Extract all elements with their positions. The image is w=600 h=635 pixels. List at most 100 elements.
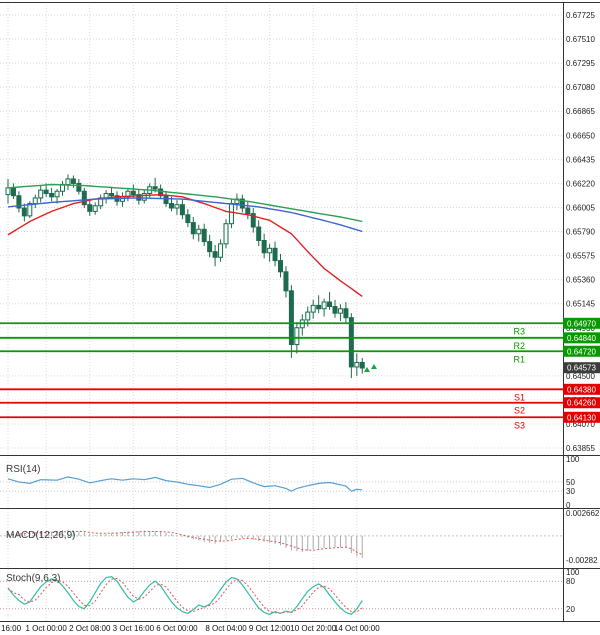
macd-signal-line: [7, 531, 363, 556]
price-axis-label: 0.67080: [566, 83, 595, 92]
bear-candle: [256, 226, 262, 241]
macd-panel: [0, 529, 563, 559]
bear-candle: [348, 317, 354, 368]
pivot-tag-r3-text: 0.64970: [567, 319, 596, 328]
stoch-k-line: [7, 575, 363, 615]
bear-candle: [250, 213, 256, 228]
price-axis-label: 0.63855: [566, 444, 595, 453]
bull-candle: [321, 301, 327, 310]
price-axis: 0.67725 0.67510 0.67295 0.67080 0.66865 0.666…: [566, 11, 600, 614]
bear-candle: [179, 204, 185, 216]
rsi-axis-label: 50: [566, 478, 575, 487]
pivot-label-s1: S1: [514, 392, 525, 402]
stoch-axis-label: 80: [566, 577, 575, 586]
pivot-tag-s1: [563, 383, 600, 395]
price-axis-label: 0.66435: [566, 155, 595, 164]
macd-axis-label: 0.002662: [566, 509, 600, 518]
bull-candle: [218, 243, 224, 258]
current-price-tag-text: 0.64573: [567, 364, 596, 373]
rsi-line: [7, 476, 363, 492]
pivot-tag-s2: [563, 397, 600, 409]
bear-candle: [87, 204, 93, 212]
stoch-axis-label: 20: [566, 605, 575, 614]
bull-candle: [234, 198, 240, 205]
bear-candle: [49, 192, 55, 198]
bull-candle: [5, 187, 11, 196]
bear-candle: [201, 228, 207, 243]
candles-layer: [5, 174, 365, 379]
grid-lines: [0, 2, 563, 621]
stoch-panel: [0, 575, 563, 615]
bear-candle: [43, 189, 49, 194]
bull-candle: [141, 192, 147, 201]
pivot-lines: R3 R2 R1 S1 S2 S3: [0, 322, 563, 430]
time-axis-label: 6 Oct 00:00: [156, 624, 198, 633]
bear-candle: [169, 203, 174, 209]
price-axis-label: 0.66005: [566, 203, 595, 212]
bear-candle: [343, 308, 349, 319]
bear-candle: [288, 290, 294, 346]
pivot-tag-s3-text: 0.64130: [567, 413, 596, 422]
pivot-label-s3: S3: [514, 420, 525, 430]
up-arrow-marker: [364, 367, 370, 372]
bull-candle: [65, 178, 71, 186]
time-axis-label: 16:00: [1, 624, 22, 633]
time-axis-label: 1 Oct 00:00: [25, 624, 67, 633]
rsi-panel: [0, 476, 563, 492]
bull-candle: [310, 304, 316, 313]
bull-candle: [92, 205, 98, 212]
bear-candle: [190, 222, 196, 235]
time-axis-label: 10 Oct 20:00: [290, 624, 336, 633]
pivot-tag-r1-text: 0.64720: [567, 347, 596, 356]
bear-candle: [130, 190, 136, 196]
bear-candle: [185, 214, 191, 224]
stoch-d-line: [7, 577, 363, 614]
bull-candle: [174, 204, 180, 209]
bull-candle: [305, 311, 311, 321]
price-axis-label: 0.64070: [566, 420, 595, 429]
time-axis-label: 3 Oct 16:00: [113, 624, 155, 633]
bear-candle: [158, 188, 164, 197]
panel-separators: [0, 2, 600, 622]
bear-candle: [316, 304, 322, 310]
bear-candle: [163, 195, 169, 205]
bear-candle: [261, 239, 267, 254]
current-price-tag: [563, 362, 600, 374]
bear-candle: [21, 207, 27, 217]
pivot-label-r1: R1: [513, 354, 525, 364]
time-axis-label: 2 Oct 08:00: [69, 624, 111, 633]
ma-green: [7, 183, 363, 223]
bear-candle: [70, 178, 76, 184]
ma-blue: [7, 197, 363, 233]
price-axis-label: 0.65575: [566, 252, 595, 261]
price-axis-label: 0.64500: [566, 372, 595, 381]
pivot-tag-s2-text: 0.64260: [567, 399, 596, 408]
bear-candle: [10, 187, 16, 197]
time-axis-label: 9 Oct 12:00: [249, 624, 291, 633]
pivot-label-r2: R2: [513, 341, 525, 351]
rsi-axis-label: 100: [566, 455, 580, 464]
pivot-tag-r2-text: 0.64840: [567, 334, 596, 343]
pivot-tag-s3: [563, 411, 600, 423]
bull-candle: [27, 203, 33, 217]
rsi-axis-label: 0: [566, 501, 571, 510]
bull-candle: [38, 189, 44, 199]
price-axis-label: 0.65790: [566, 228, 595, 237]
rsi-axis-label: 30: [566, 487, 575, 496]
price-axis-label: 0.67510: [566, 35, 595, 44]
bear-candle: [272, 247, 278, 262]
price-axis-label: 0.66220: [566, 179, 595, 188]
up-arrow-marker: [371, 364, 377, 369]
bear-candle: [327, 301, 333, 307]
time-axis-label: 14 Oct 00:00: [334, 624, 380, 633]
bear-candle: [152, 186, 158, 190]
bear-candle: [245, 207, 251, 215]
bear-candle: [76, 182, 82, 192]
price-axis-label: 0.65360: [566, 276, 595, 285]
price-tags: 0.64970 0.64840 0.64720 0.64380 0.64260 0.641…: [563, 317, 600, 423]
price-axis-label: 0.67295: [566, 59, 595, 68]
bear-candle: [239, 198, 245, 209]
